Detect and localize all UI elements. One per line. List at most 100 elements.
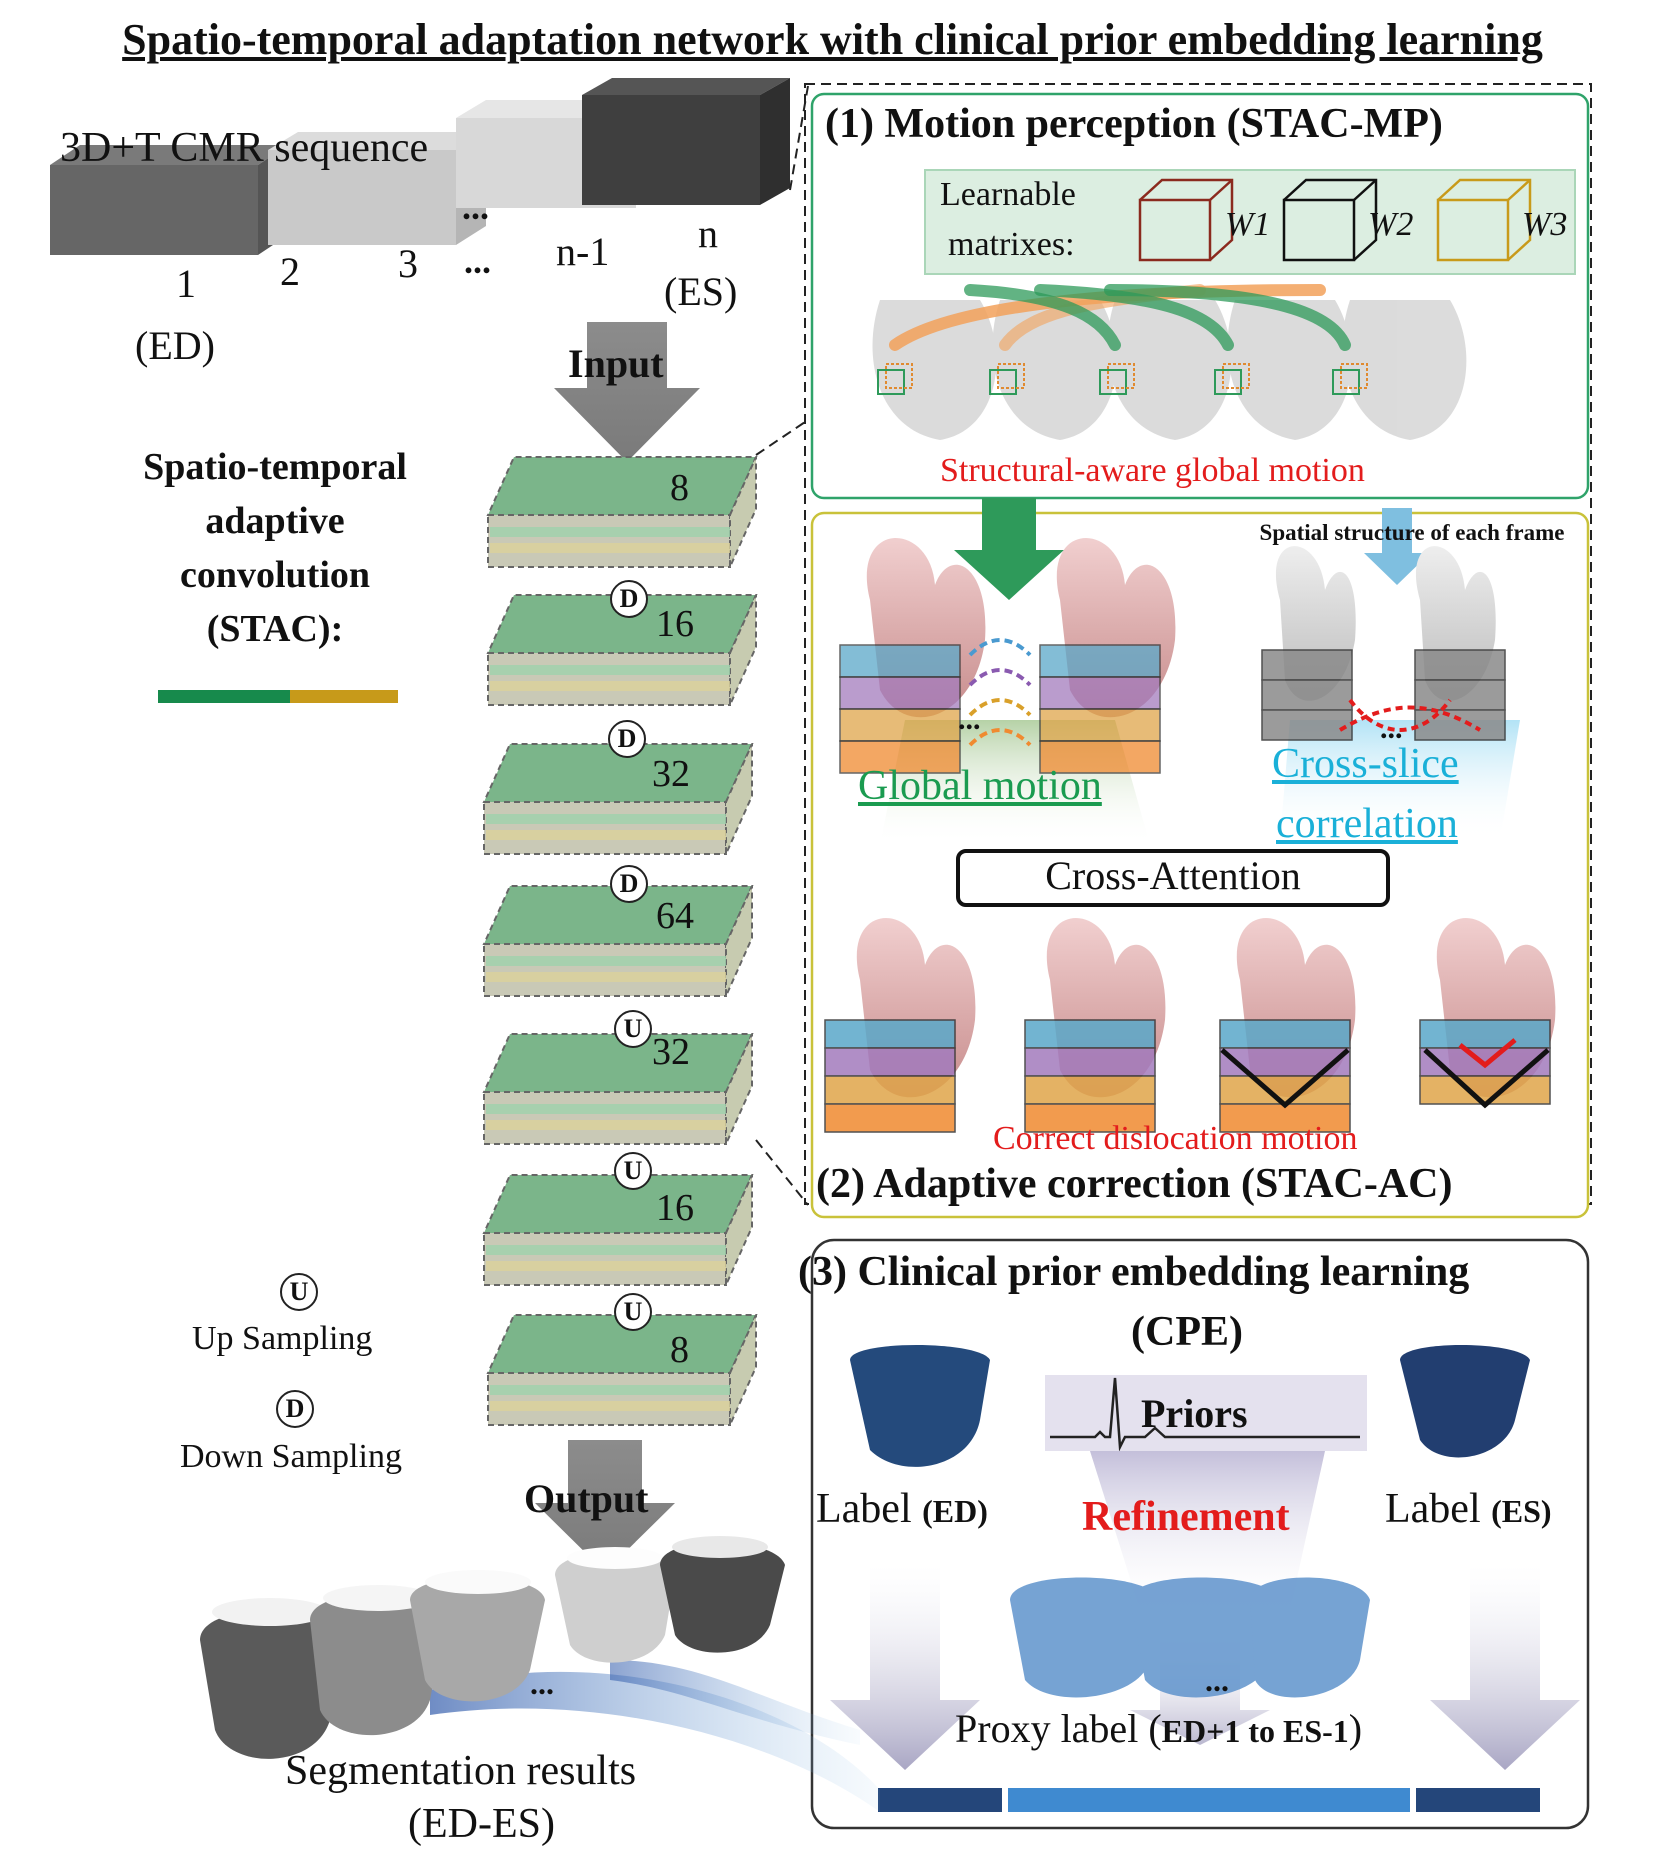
label-ed: Label (ED) <box>816 1485 988 1533</box>
label-ed-volume <box>850 1345 990 1467</box>
block-channel-6: 16 <box>656 1187 694 1229</box>
cmr-stack-4 <box>582 78 790 205</box>
stac-blocks <box>482 456 758 1426</box>
ac-cross-slice-arrows <box>1338 698 1482 732</box>
cross-dots: ... <box>1380 712 1403 745</box>
mp-small-cubes <box>877 363 1368 395</box>
segmentation-label-1: Segmentation results <box>285 1748 637 1794</box>
label-es-tag: (ES) <box>1491 1493 1552 1529</box>
frame-note-ed: (ED) <box>135 323 215 368</box>
block-channel-2: 16 <box>656 603 694 645</box>
proxy-dots: ... <box>1205 1662 1229 1698</box>
up-sampling-label: Up Sampling <box>192 1320 373 1357</box>
block-channel-7: 8 <box>670 1329 689 1371</box>
refinement-label: Refinement <box>1082 1494 1290 1540</box>
cross-attention-box <box>956 849 1390 907</box>
stac-legend-bar-gold <box>290 690 398 703</box>
stac-block-1 <box>486 456 758 568</box>
stac-block-4 <box>482 885 754 997</box>
cpe-heading-2: (CPE) <box>1131 1309 1243 1355</box>
input-arrow-label: Input <box>568 341 664 386</box>
refinement-spotlight <box>1090 1451 1325 1610</box>
mp-motion-arrows <box>889 284 1351 351</box>
zoom-line-bottom <box>755 1139 809 1206</box>
frame-label-2: 2 <box>280 249 300 294</box>
stac-legend-label: Spatio-temporal adaptive convolution (ST… <box>143 446 407 650</box>
block-op-2: D <box>608 720 646 758</box>
mp-matrix-label-1: Learnable <box>940 176 1076 213</box>
ac-grid-global-right <box>1039 644 1161 774</box>
input-arrow <box>554 322 700 462</box>
cmr-dots: ... <box>462 187 489 227</box>
global-dots: ... <box>958 703 981 736</box>
ac-grid-cross-right <box>1414 649 1506 741</box>
block-op-1: D <box>610 580 648 618</box>
cross-slice-label-2: correlation <box>1276 801 1458 847</box>
cpe-heading-1: (3) Clinical prior embedding learning <box>798 1249 1470 1295</box>
frame-label-ellipsis: ... <box>464 241 491 281</box>
global-motion-label: Global motion <box>858 763 1102 809</box>
label-ed-tag: (ED) <box>922 1493 988 1529</box>
ac-red-correction <box>1458 1038 1517 1069</box>
label-es-word: Label <box>1385 1486 1481 1532</box>
ac-grid-global-left <box>839 644 961 774</box>
proxy-label-word: Proxy label <box>955 1706 1139 1751</box>
ac-grid-cross-left <box>1261 649 1353 741</box>
cpe-arrow-left <box>830 1565 980 1770</box>
up-sampling-symbol: U <box>280 1273 318 1311</box>
down-sampling-label: Down Sampling <box>180 1438 402 1475</box>
weight-label-w2: W2 <box>1368 206 1414 243</box>
mp-caption: Structural-aware global motion <box>940 452 1365 489</box>
label-bars <box>878 1788 1540 1812</box>
proxy-open: ( <box>1148 1706 1162 1751</box>
zoom-frame <box>804 83 1592 1205</box>
stac-block-5 <box>482 1033 754 1145</box>
ac-heading: (2) Adaptive correction (STAC-AC) <box>816 1161 1453 1207</box>
cmr-sequence-stacks <box>50 78 790 255</box>
mp-weight-cubes <box>1138 178 1532 262</box>
spatial-structure-note: Spatial structure of each frame <box>1259 520 1565 545</box>
frame-label-n: n <box>698 211 718 256</box>
ac-global-motion-arrows <box>968 638 1032 747</box>
w1-cube <box>1138 178 1234 262</box>
stac-legend-bar-green <box>158 690 290 703</box>
block-channel-3: 32 <box>652 753 690 795</box>
w2-cube <box>1282 178 1378 262</box>
block-op-6: U <box>614 1293 652 1331</box>
segmentation-dots: ... <box>530 1665 554 1701</box>
mp-heading: (1) Motion perception (STAC-MP) <box>825 101 1443 147</box>
output-arrow-label: Output <box>524 1476 649 1521</box>
frame-note-es: (ES) <box>664 269 738 314</box>
segmentation-volumes <box>200 1536 785 1759</box>
ac-green-arrow <box>954 498 1064 600</box>
proxy-label-tag: ED+1 to ES-1 <box>1161 1713 1349 1749</box>
frame-label-1: 1 <box>176 261 196 306</box>
cmr-sequence-label: 3D+T CMR sequence <box>60 125 429 171</box>
stac-block-6 <box>482 1174 754 1286</box>
weight-label-w3: W3 <box>1522 206 1568 243</box>
stac-block-2 <box>486 594 758 706</box>
segmentation-label-2: (ED-ES) <box>408 1801 555 1847</box>
proxy-label: Proxy label (ED+1 to ES-1) <box>955 1705 1362 1752</box>
priors-box <box>1045 1375 1367 1451</box>
ac-correction-lines <box>1220 1048 1550 1109</box>
dislocation-caption: Correct dislocation motion <box>993 1120 1358 1157</box>
block-op-5: U <box>614 1152 652 1190</box>
cmr-stack-2 <box>268 132 486 245</box>
cross-slice-spotlight <box>1280 720 1520 840</box>
ac-blue-arrow <box>1364 508 1430 585</box>
w3-cube <box>1436 178 1532 262</box>
proxy-label-volumes <box>1010 1577 1370 1698</box>
label-es: Label (ES) <box>1385 1485 1552 1533</box>
ecg-trace <box>1050 1377 1360 1452</box>
frame-label-3: 3 <box>398 241 418 286</box>
block-op-4: U <box>614 1010 652 1048</box>
ac-dislocation-grids <box>824 1019 1551 1133</box>
seg-ribbon-1 <box>430 1671 880 1812</box>
stac-block-3 <box>482 743 754 855</box>
block-channel-5: 32 <box>652 1031 690 1073</box>
label-es-volume <box>1400 1345 1530 1458</box>
frame-label-n-1: n-1 <box>556 229 610 274</box>
seg-ribbon-2 <box>610 1660 860 1745</box>
